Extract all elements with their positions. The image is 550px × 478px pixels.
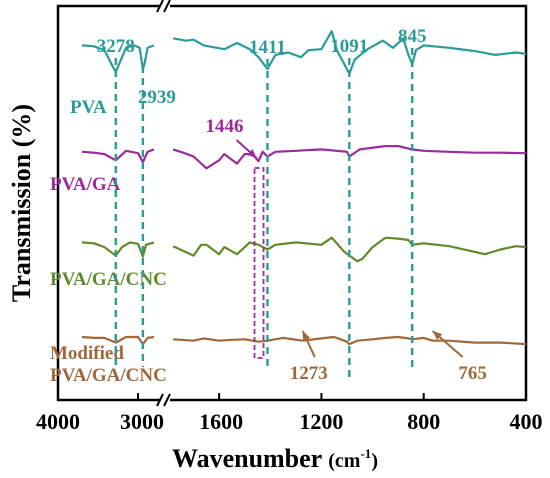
series-line-modified-pva-ga-cnc-left	[81, 335, 155, 346]
series-line-pva-ga-right	[172, 145, 527, 170]
peak-label-1273: 1273	[290, 363, 328, 384]
axis-break-gap-bottom	[160, 394, 170, 406]
series-line-pva-ga-cnc-right	[172, 236, 527, 263]
x-tick-label: 800	[407, 409, 440, 434]
x-tick-label: 3000	[120, 409, 164, 434]
series-label-modified-pva-ga-cnc-line2: PVA/GA/CNC	[50, 365, 167, 386]
axis-break-gap-top	[160, 0, 170, 12]
series-line-pva-ga-left	[81, 148, 155, 164]
axis-break-mark	[163, 0, 171, 13]
plot-frame	[56, 4, 528, 402]
peak-arrowhead-1446	[247, 149, 257, 158]
x-tick-label: 400	[510, 409, 543, 434]
series-label-pva-ga: PVA/GA	[50, 174, 121, 195]
series-line-pva-right	[172, 30, 527, 75]
x-tick-label: 1200	[299, 409, 343, 434]
series-line-modified-pva-ga-cnc-right	[173, 335, 527, 346]
axis-break-mark	[156, 393, 164, 407]
peak-label-1446: 1446	[206, 116, 244, 137]
peak-label-1091: 1091	[330, 36, 368, 57]
peak-label-845: 845	[398, 26, 427, 47]
peak-label-2939: 2939	[138, 87, 176, 108]
peak-arrowhead-1273	[302, 331, 311, 341]
axis-break-mark	[156, 0, 164, 13]
peak-arrowhead-765	[432, 331, 443, 340]
series-label-pva: PVA	[70, 97, 107, 118]
series-line-pva-left	[81, 44, 155, 73]
y-axis-title: Transmission (%)	[7, 104, 36, 302]
series-label-pva-ga-cnc: PVA/GA/CNC	[50, 269, 167, 290]
x-tick-label: 1600	[199, 409, 243, 434]
x-tick-label: 4000	[36, 409, 80, 434]
x-axis-title: Wavenumber (cm-1)	[172, 444, 378, 473]
peak-label-1411: 1411	[249, 37, 286, 58]
peak-box-1446	[253, 167, 265, 359]
series-label-modified-pva-ga-cnc-line1: Modified	[50, 343, 124, 364]
axis-break-mark	[163, 393, 171, 407]
peak-label-3278: 3278	[97, 36, 135, 57]
peak-label-765: 765	[458, 363, 487, 384]
